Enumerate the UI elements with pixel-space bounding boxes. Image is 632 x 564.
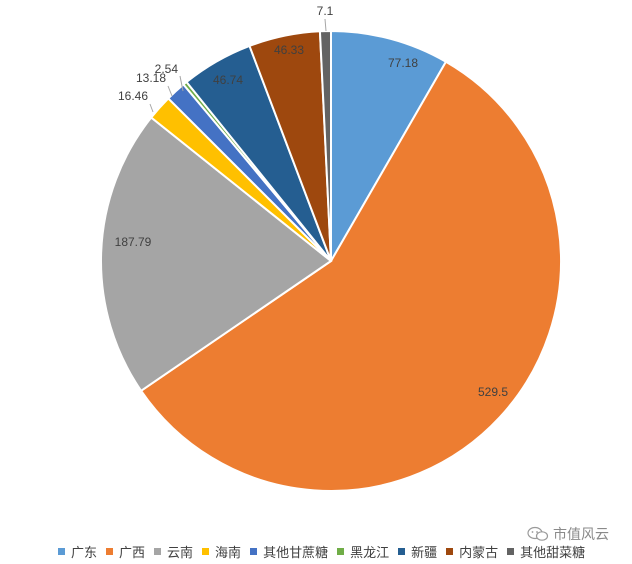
legend: 广东 广西 云南 海南 其他甘蔗糖 黑龙江 新疆 内蒙古 [58,542,594,561]
legend-item-guangxi: 广西 [106,542,145,561]
legend-item-yunnan: 云南 [154,542,193,561]
data-label-other-beet: 7.1 [317,4,334,18]
pie-slice-guangxi [139,60,562,492]
legend-item-other-cane: 其他甘蔗糖 [250,542,328,561]
legend-item-guangdong: 广东 [58,542,97,561]
watermark-text: 市值风云 [553,527,609,543]
data-label-hainan: 16.46 [118,89,148,103]
legend-label: 广西 [119,546,146,561]
pie-slice-other-beet [318,29,332,262]
leader-line [149,103,154,113]
data-label-yunnan: 187.79 [115,235,152,249]
legend-swatch [398,548,406,555]
data-label-other-cane: 13.18 [136,71,166,85]
data-label-guangxi: 529.5 [478,385,508,399]
legend-label: 其他甜菜糖 [520,546,586,561]
legend-swatch [250,548,258,555]
legend-item-hainan: 海南 [202,542,241,561]
leader-line [324,18,327,32]
legend-swatch [202,548,210,555]
leader-line [167,85,173,97]
legend-label: 其他甘蔗糖 [263,546,329,561]
legend-item-inner-mongolia: 内蒙古 [446,542,498,561]
legend-label: 云南 [167,546,194,561]
legend-label: 海南 [215,546,242,561]
legend-swatch [154,548,162,555]
pie-slice-yunnan [100,116,333,393]
wechat-bubble-icon [527,526,549,541]
legend-swatch [106,548,114,555]
legend-label: 新疆 [411,546,438,561]
legend-swatch [58,548,65,555]
legend-item-xinjiang: 新疆 [398,542,437,561]
data-label-heilongjiang: 2.54 [155,62,179,76]
legend-swatch [337,548,345,555]
legend-item-other-beet: 其他甜菜糖 [507,542,585,561]
leader-line [179,75,184,92]
legend-swatch [446,548,454,555]
data-label-inner-mongolia: 46.33 [274,43,304,57]
pie-slice-guangdong [330,29,448,265]
legend-label: 内蒙古 [459,546,499,561]
data-label-guangdong: 77.18 [388,56,418,70]
legend-label: 广东 [71,546,98,561]
pie-chart: 77.18 529.5 187.79 16.46 13.182.54 46.74 46.33… [100,4,562,492]
data-label-xinjiang: 46.74 [213,73,243,87]
legend-label: 黑龙江 [350,546,390,561]
legend-swatch [507,548,515,555]
watermark: 市值风云 [527,524,609,544]
legend-item-heilongjiang: 黑龙江 [337,542,389,561]
